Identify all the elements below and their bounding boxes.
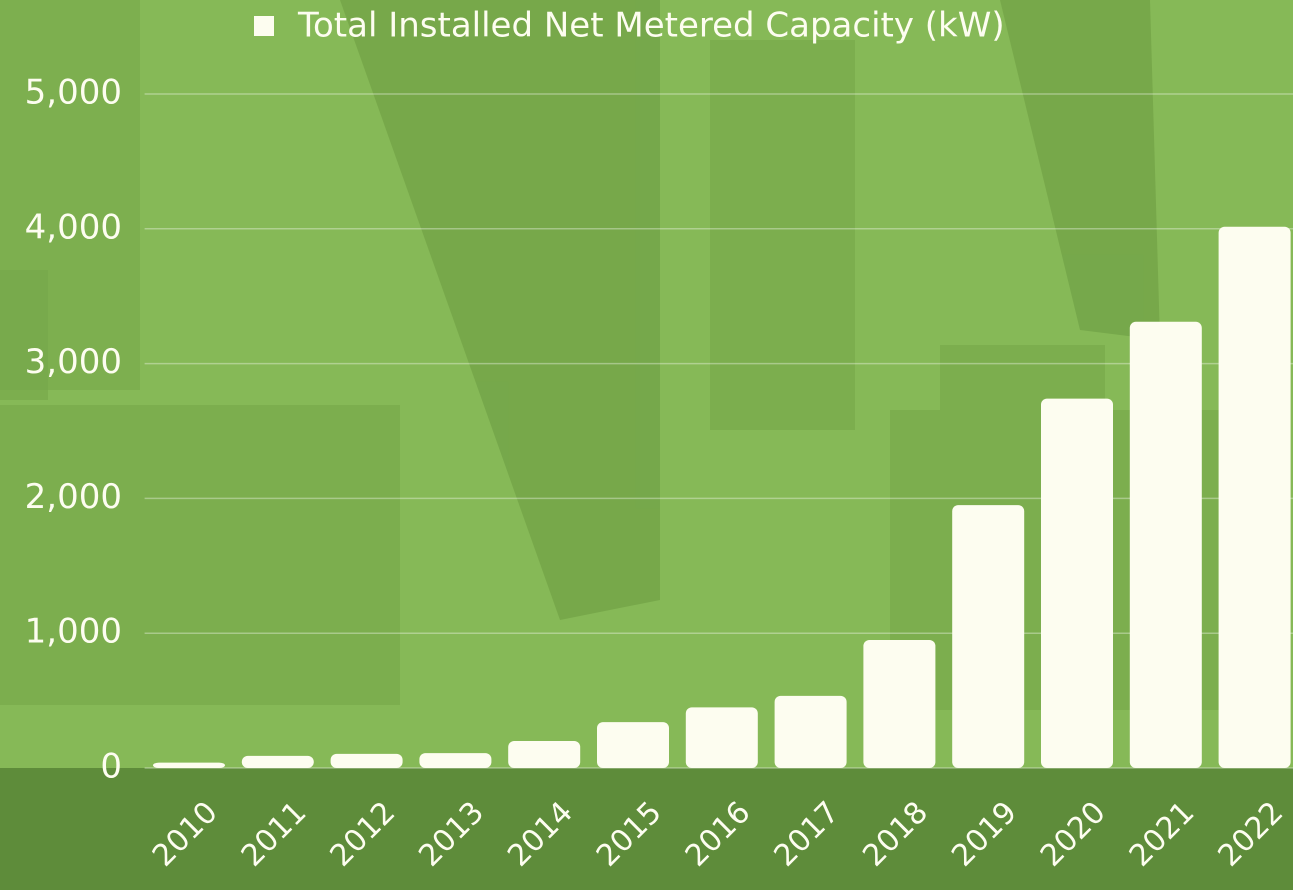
y-tick-label: 2,000 (25, 477, 122, 517)
y-tick-label: 0 (100, 747, 122, 787)
bar (774, 695, 847, 768)
legend-swatch (254, 16, 274, 36)
bar (419, 753, 492, 768)
bar (508, 741, 581, 768)
bar (597, 722, 669, 768)
bar (153, 762, 225, 768)
bar (330, 753, 403, 768)
legend-label: Total Installed Net Metered Capacity (kW… (297, 6, 1005, 46)
y-tick-label: 5,000 (25, 73, 122, 113)
ground-band (0, 768, 1293, 890)
bar (685, 707, 758, 768)
bar (1129, 321, 1202, 768)
bar (863, 639, 936, 768)
bar (241, 755, 314, 768)
bar (952, 505, 1025, 768)
bar (1218, 226, 1291, 768)
bar (1041, 398, 1113, 768)
y-tick-label: 1,000 (25, 612, 122, 652)
y-tick-label: 4,000 (25, 207, 122, 247)
y-tick-label: 3,000 (25, 342, 122, 382)
